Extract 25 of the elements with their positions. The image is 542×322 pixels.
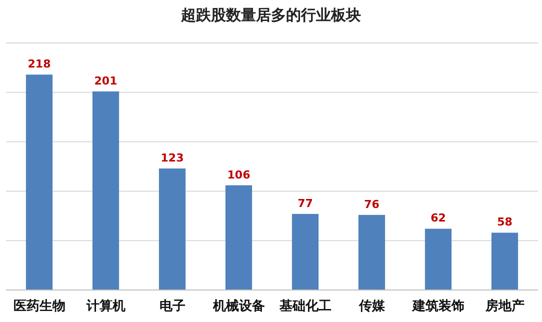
data-label: 218 [28,58,51,71]
data-label: 77 [298,196,313,210]
bar [491,232,518,290]
bar [158,168,186,290]
data-label: 76 [364,198,380,211]
x-tick-label: 机械设备 [212,299,265,314]
x-tick-label: 房地产 [484,298,524,314]
x-tick-label: 计算机 [85,299,126,314]
x-tick-label: 电子 [159,299,186,314]
data-label: 106 [227,168,251,182]
data-label: 58 [497,216,512,229]
x-tick-label: 建筑装饰 [411,299,464,314]
data-label: 201 [94,74,118,88]
bar [92,91,120,290]
bar [292,214,319,290]
x-tick-label: 传媒 [358,299,386,314]
x-tick-label: 基础化工 [278,299,332,314]
chart-title: 超跌股数量居多的行业板块 [180,6,361,24]
bar [358,214,386,290]
bar [424,228,452,290]
bar [26,74,53,290]
data-label: 62 [430,212,446,225]
x-tick-label: 医药生物 [13,298,66,314]
bar [225,185,252,290]
data-label: 123 [160,151,184,164]
